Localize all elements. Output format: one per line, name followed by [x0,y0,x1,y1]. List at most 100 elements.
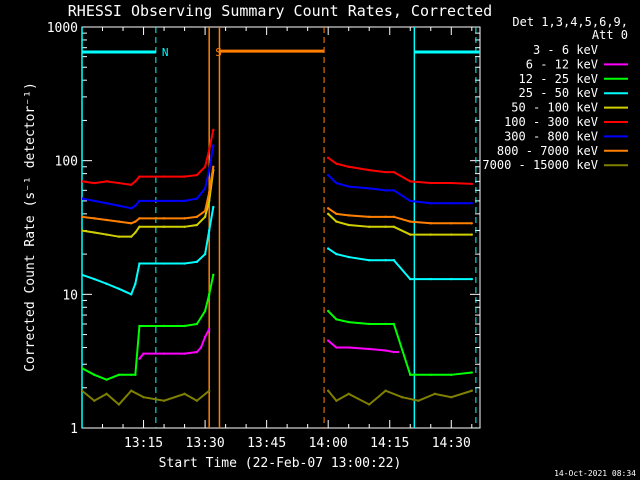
series-point [105,180,108,183]
series-point [450,373,453,377]
series-point [203,209,207,213]
y-tick-label: 100 [55,155,78,170]
series-line [327,389,473,406]
series-line [327,247,472,281]
series-point [392,411,396,414]
series-point [392,170,396,174]
series-point [384,389,387,392]
series-point [409,373,412,377]
series-point [117,373,121,377]
series-point [93,277,96,281]
series-point [335,220,338,223]
legend-header: Det 1,3,4,5,6,9, [512,15,628,29]
series-point [162,352,166,355]
series-point [93,217,96,220]
series-point [203,187,207,190]
series-point [450,395,453,399]
series-point [368,187,371,190]
legend-entry-label: 3 - 6 keV [533,43,598,57]
series-point [134,282,137,285]
series-point [409,233,412,236]
series-line [327,174,472,205]
series-point [392,259,396,262]
series-point [82,389,84,392]
series-point [368,347,371,351]
x-tick-label: 13:45 [247,436,286,451]
series-point [335,252,338,256]
series-point [409,277,412,281]
series-point [138,217,141,220]
series-point [207,327,211,331]
series-point [409,220,412,223]
legend-entry-label: 12 - 25 keV [519,72,598,86]
legend-header: Att 0 [592,28,628,42]
series-point [183,199,186,203]
series-point [82,273,84,277]
series-point [130,373,133,377]
legend-entry-label: 300 - 800 keV [504,129,598,143]
series-point [203,335,207,339]
series-point [368,215,371,219]
series-line [82,274,215,381]
series-point [450,202,453,205]
series-point [400,395,404,399]
series-point [138,262,141,265]
series-point [82,215,84,219]
series-point [203,165,207,168]
series-point [347,392,350,396]
series-point [162,399,166,402]
series-point [347,185,350,188]
series-point [130,207,133,210]
series-point [392,215,396,219]
series-point [326,339,330,342]
series-point [138,199,141,203]
series-point [134,231,137,234]
series-point [326,173,330,177]
annotation-label: N [162,46,169,59]
series-point [130,389,133,392]
series-point [335,399,338,402]
series-point [82,367,84,370]
series-point [450,222,453,225]
series-point [117,403,121,406]
series-point [134,204,137,207]
series-point [384,189,387,192]
series-point [335,212,338,216]
series-point [93,399,96,402]
series-point [183,324,186,328]
series-point [117,181,121,185]
legend-entry-label: 100 - 300 keV [504,115,598,129]
series-point [105,378,108,381]
series-point [347,214,350,217]
series-point [138,324,141,328]
series-point [195,215,199,219]
series-point [93,231,96,234]
series-point [162,217,166,220]
series-point [117,220,121,223]
series-point [82,197,84,200]
series-point [326,309,330,313]
series-point [368,168,371,172]
series-point [207,191,211,194]
series-point [203,252,207,256]
series-point [142,395,145,399]
series-point [429,233,432,236]
series-point [183,262,186,265]
plot-area: 1 10 100 1000 13:15 13:30 13:45 14:00 14:15 14:30… [47,21,481,451]
series-line [82,169,215,238]
series-point [326,212,330,216]
series-point [450,277,453,281]
series-point [117,204,121,207]
series-point [93,199,96,203]
series-point [207,293,211,296]
series-point [335,346,338,349]
series-point [347,223,350,227]
series-point [183,175,186,178]
series-point [384,349,387,352]
series-point [162,225,166,229]
series-point [82,229,84,232]
legend-entry-label: 7000 - 15000 keV [482,158,598,172]
series-point [207,229,211,232]
